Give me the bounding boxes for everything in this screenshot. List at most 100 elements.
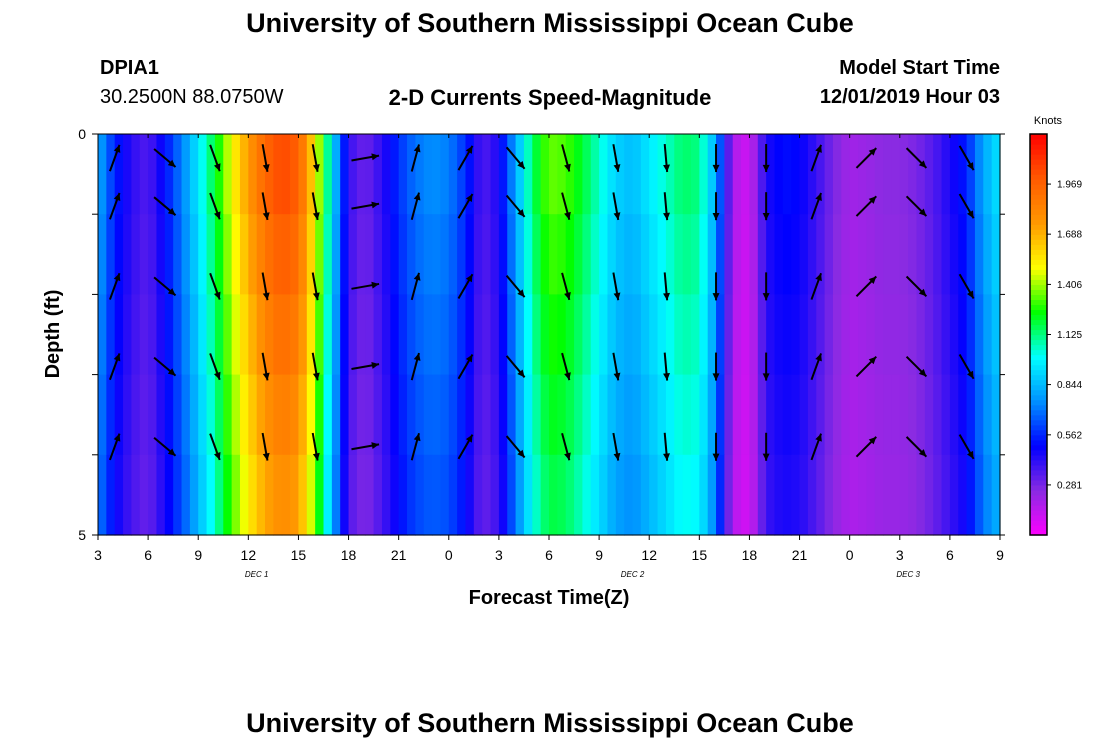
x-tick-label: 12 xyxy=(241,547,257,563)
heatmap-cell xyxy=(924,214,934,295)
heatmap-cell xyxy=(239,294,249,376)
colorbar-segment xyxy=(1030,429,1047,436)
heatmap-cell xyxy=(331,374,341,456)
current-vector-head xyxy=(868,148,877,156)
heatmap-cell xyxy=(816,454,826,536)
heatmap-cell xyxy=(849,374,859,456)
heatmap-cell xyxy=(482,294,492,376)
colorbar-segment xyxy=(1030,509,1047,516)
y-tick-label: 0 xyxy=(78,126,86,142)
current-vector-head xyxy=(613,292,621,301)
heatmap-cell xyxy=(315,454,325,536)
heatmap-cell xyxy=(574,134,584,215)
current-vector-head xyxy=(868,196,877,204)
heatmap-cell xyxy=(632,294,642,376)
heatmap-cell xyxy=(640,294,650,376)
heatmap-cell xyxy=(757,214,767,295)
colorbar-segment xyxy=(1030,274,1047,280)
heatmap-cell xyxy=(757,294,767,376)
current-vector-head xyxy=(413,353,421,361)
heatmap-cell xyxy=(465,134,475,215)
colorbar-segment xyxy=(1030,299,1047,306)
heatmap-cell xyxy=(281,214,291,295)
current-vector-head xyxy=(167,368,176,376)
heatmap-cell xyxy=(298,214,308,295)
colorbar-segment xyxy=(1030,294,1047,301)
heatmap-cell xyxy=(791,454,801,536)
heatmap-cell xyxy=(139,374,149,456)
heatmap-cell xyxy=(239,134,249,215)
heatmap-cell xyxy=(983,374,993,456)
current-vector-head xyxy=(966,290,974,299)
heatmap-cell xyxy=(290,374,300,456)
current-vector-head xyxy=(564,211,571,220)
current-vector-head xyxy=(815,433,822,442)
heatmap-cell xyxy=(966,134,976,215)
heatmap-cell xyxy=(849,214,859,295)
x-tick-label: 9 xyxy=(996,547,1004,563)
y-axis: 05 xyxy=(78,126,1005,543)
heatmap-cell xyxy=(649,134,659,215)
heatmap-cell xyxy=(690,134,700,215)
heatmap-cell xyxy=(707,454,717,536)
heatmap-cell xyxy=(599,374,609,456)
current-vector-head xyxy=(966,370,974,379)
heatmap-cell xyxy=(239,374,249,456)
heatmap-cell xyxy=(164,294,174,376)
heatmap-cell xyxy=(498,294,508,376)
heatmap-cell xyxy=(749,294,759,376)
heatmap-cell xyxy=(941,374,951,456)
heatmap-cell xyxy=(807,134,817,215)
heatmap-cell xyxy=(874,134,884,215)
heatmap-cell xyxy=(732,214,742,295)
heatmap-cell xyxy=(557,454,567,536)
colorbar-segment xyxy=(1030,279,1047,285)
heatmap-cell xyxy=(741,374,751,456)
current-vector-head xyxy=(312,212,320,220)
colorbar-segment xyxy=(1030,169,1047,175)
colorbar-segment xyxy=(1030,364,1047,371)
heatmap-cell xyxy=(448,454,458,536)
heatmap-cell xyxy=(866,134,876,215)
heatmap-cell xyxy=(123,454,133,536)
heatmap-cell xyxy=(164,214,174,295)
heatmap-cell xyxy=(173,294,183,376)
colorbar-segment xyxy=(1030,404,1047,411)
colorbar-segment xyxy=(1030,459,1047,466)
heatmap-cell xyxy=(657,374,667,456)
colorbar-tick-label: 1.406 xyxy=(1057,280,1082,291)
heatmap-cell xyxy=(933,374,943,456)
heatmap-cell xyxy=(390,214,400,295)
day-label: DEC 3 xyxy=(896,570,920,579)
heatmap-cell xyxy=(807,294,817,376)
colorbar-segment xyxy=(1030,309,1047,316)
heatmap-cell xyxy=(340,214,350,295)
heatmap-cell xyxy=(908,374,918,456)
colorbar-segment xyxy=(1030,219,1047,225)
heatmap-cell xyxy=(690,374,700,456)
heatmap-cell xyxy=(156,134,166,215)
heatmap-cell xyxy=(223,294,233,376)
heatmap-cell xyxy=(732,374,742,456)
heatmap-cell xyxy=(674,134,684,215)
heatmap-cell xyxy=(966,214,976,295)
current-vector-head xyxy=(712,373,720,381)
heatmap-cell xyxy=(415,214,425,295)
colorbar-segment xyxy=(1030,369,1047,376)
heatmap-cell xyxy=(214,134,224,215)
current-vector-head xyxy=(371,201,380,209)
model-start-label: Model Start Time xyxy=(839,57,1000,79)
heatmap-cell xyxy=(148,374,158,456)
heatmap-cell xyxy=(515,214,525,295)
heatmap-cell xyxy=(782,454,792,536)
heatmap-cell xyxy=(816,134,826,215)
heatmap-cell xyxy=(624,134,634,215)
current-vector-head xyxy=(213,291,221,300)
heatmap-cell xyxy=(540,134,550,215)
colorbar-segment xyxy=(1030,344,1047,351)
heatmap-cell xyxy=(465,214,475,295)
heatmap-cell xyxy=(148,134,158,215)
heatmap-cell xyxy=(448,374,458,456)
colorbar-segment xyxy=(1030,479,1047,486)
heatmap-cell xyxy=(674,374,684,456)
